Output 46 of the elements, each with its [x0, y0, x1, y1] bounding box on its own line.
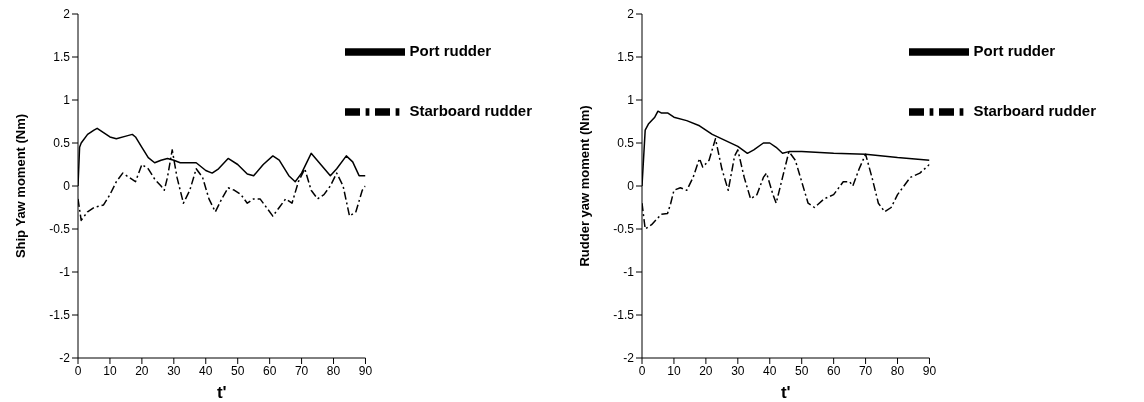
x-tick-label: 70 [294, 363, 309, 378]
y-tick-label: 2 [63, 7, 71, 22]
x-tick-label: 30 [731, 363, 745, 378]
x-tick-label: 30 [167, 363, 181, 378]
x-axis-title: t' [216, 383, 227, 402]
x-tick-label: 20 [135, 363, 149, 378]
x-tick-label: 50 [795, 363, 809, 378]
x-tick-label: 80 [890, 363, 905, 378]
x-tick-label: 10 [667, 363, 681, 378]
y-tick-label: -1 [623, 265, 635, 280]
y-tick-label: -2 [623, 351, 635, 366]
x-tick-label: 60 [826, 363, 841, 378]
y-tick-label: -1 [59, 265, 71, 280]
y-axis-title: Ship Yaw moment (Nm) [12, 113, 28, 259]
y-tick-label: -0.5 [613, 222, 635, 237]
x-tick-label: 50 [231, 363, 245, 378]
y-tick-label: 0 [627, 179, 635, 194]
y-tick-label: 0 [63, 179, 71, 194]
y-tick-label: 0.5 [53, 136, 71, 151]
y-tick-label: 1.5 [53, 50, 71, 65]
x-tick-label: 90 [358, 363, 373, 378]
legend-label: Port rudder [409, 42, 492, 60]
x-axis-title: t' [780, 383, 791, 402]
x-tick-label: 0 [74, 363, 82, 378]
x-tick-label: 90 [922, 363, 937, 378]
legend-label: Port rudder [973, 42, 1056, 60]
y-tick-label: 1.5 [617, 50, 635, 65]
y-tick-label: -0.5 [49, 222, 71, 237]
y-tick-label: 1 [63, 93, 71, 108]
legend-label: Starboard rudder [973, 102, 1096, 120]
legend-label: Starboard rudder [409, 102, 532, 120]
x-tick-label: 0 [638, 363, 646, 378]
x-tick-label: 40 [763, 363, 777, 378]
y-axis-title: Rudder yaw moment (Nm) [576, 105, 592, 267]
y-tick-label: 2 [627, 7, 635, 22]
y-tick-label: 1 [627, 93, 635, 108]
x-tick-label: 70 [858, 363, 873, 378]
x-tick-label: 60 [262, 363, 277, 378]
y-tick-label: -1.5 [613, 308, 635, 323]
y-tick-label: 0.5 [617, 136, 635, 151]
x-tick-label: 20 [699, 363, 713, 378]
y-tick-label: -2 [59, 351, 71, 366]
x-tick-label: 40 [199, 363, 213, 378]
y-tick-label: -1.5 [49, 308, 71, 323]
x-tick-label: 80 [326, 363, 341, 378]
x-tick-label: 10 [103, 363, 117, 378]
